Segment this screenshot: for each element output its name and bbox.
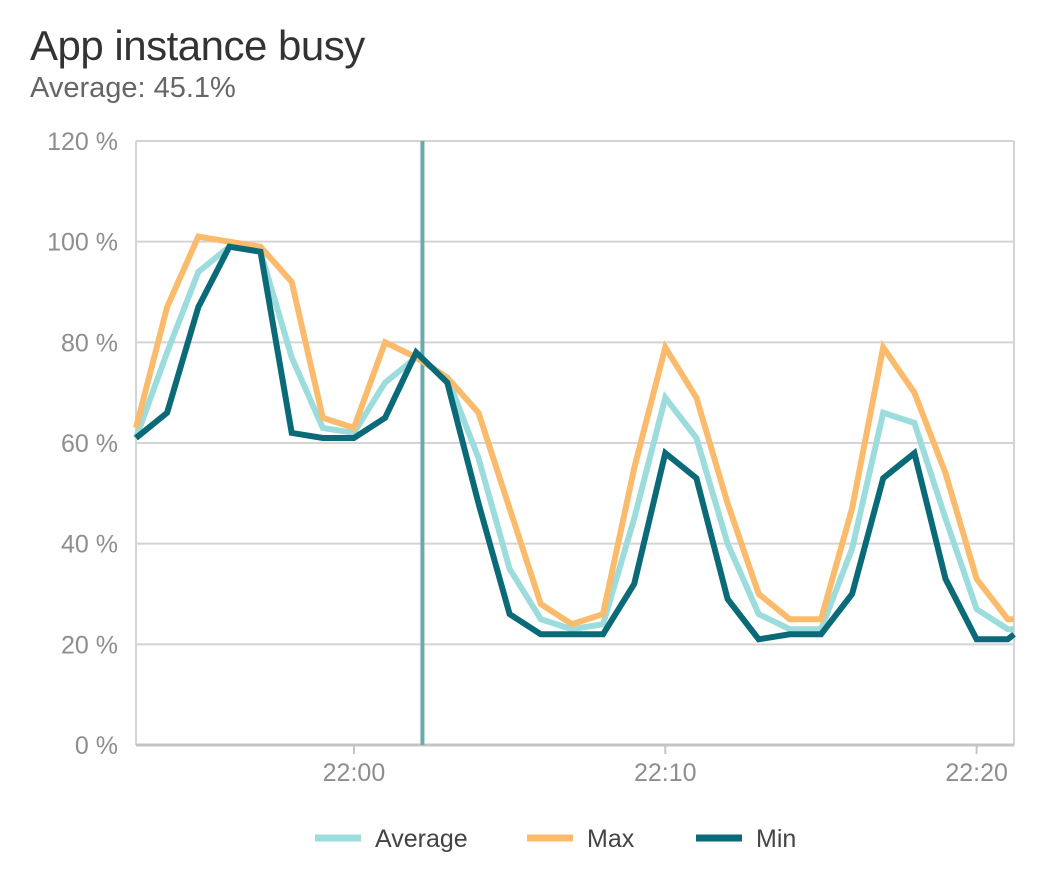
legend[interactable]: Average Max Min	[315, 825, 796, 853]
chart-subtitle: Average: 45.1%	[30, 72, 236, 104]
legend-label: Max	[587, 825, 635, 853]
axis-layer: 0 % 20 % 40 % 60 % 80 % 100 % 120 % 22:00 22:10 2…	[47, 128, 1014, 787]
legend-item-average[interactable]: Average	[315, 825, 468, 853]
series-line-min	[134, 243, 1016, 643]
y-tick-label: 60 %	[61, 430, 118, 458]
y-tick-label: 0 %	[75, 732, 118, 760]
legend-label: Average	[375, 825, 468, 853]
legend-item-max[interactable]: Max	[527, 825, 635, 853]
y-tick-label: 40 %	[61, 531, 118, 559]
series-line-average	[133, 243, 1014, 633]
x-tick-label: 22:20	[945, 759, 1008, 787]
series-line-max	[133, 233, 1014, 628]
legend-label: Min	[756, 825, 796, 853]
series-layer	[133, 233, 1016, 643]
grid-layer	[135, 140, 1015, 745]
y-tick-label: 80 %	[61, 329, 118, 357]
chart-title: App instance busy	[30, 22, 365, 69]
x-tick-label: 22:10	[634, 759, 697, 787]
y-tick-label: 120 %	[47, 128, 118, 156]
legend-item-min[interactable]: Min	[696, 825, 796, 853]
x-tick-label: 22:00	[323, 759, 386, 787]
y-tick-label: 20 %	[61, 631, 118, 659]
y-tick-label: 100 %	[47, 229, 118, 257]
